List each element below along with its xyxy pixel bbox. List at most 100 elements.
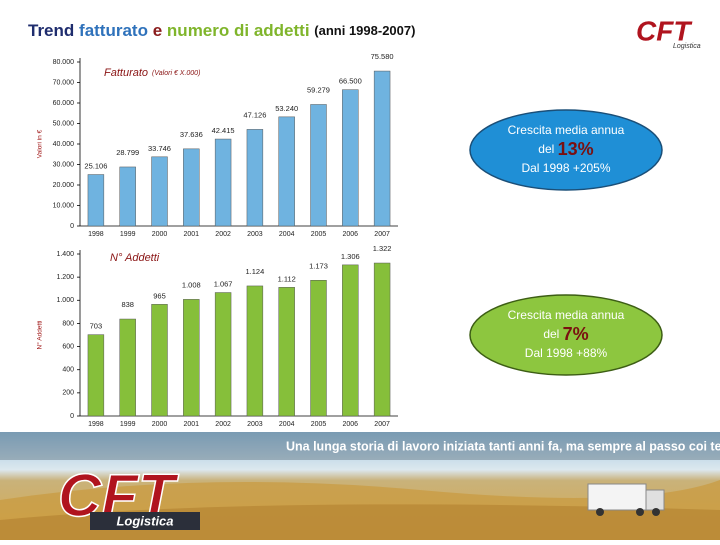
callout-line: Dal 1998 +88% [525, 346, 608, 360]
banner: Una lunga storia di lavoro iniziata tant… [0, 432, 720, 540]
value-label: 1.322 [373, 244, 392, 253]
bar [373, 262, 391, 417]
x-tick-label: 2003 [247, 231, 263, 238]
callout-ellipse [469, 294, 663, 376]
y-tick-label: 0 [70, 413, 74, 420]
chart: 0 10.000 20.000 30.000 40.000 50.000 60.000 70.… [37, 52, 398, 238]
callout-line: del 7% [543, 324, 588, 344]
logo-sub: Logistica [116, 513, 173, 528]
x-tick-label: 2002 [215, 231, 231, 238]
y-tick-label: 80.000 [53, 59, 75, 66]
y-tick-label: 20.000 [53, 182, 75, 189]
logo-sub: Logistica [673, 43, 701, 50]
value-label: 1.067 [214, 280, 233, 289]
slide-title: Trend fatturato e numero di addetti (ann… [28, 21, 415, 40]
y-tick-label: 600 [62, 343, 74, 350]
title-word: numero di addetti [167, 21, 310, 40]
bar [373, 70, 391, 227]
title-word: e [153, 21, 162, 40]
chart-title: N° Addetti [110, 252, 160, 264]
bar [214, 138, 232, 227]
x-tick-label: 2005 [311, 231, 327, 238]
value-label: 1.306 [341, 252, 360, 261]
logo: CFT Logistica [636, 15, 701, 49]
y-tick-label: 1.000 [56, 297, 74, 304]
bar [119, 166, 136, 227]
callout-line: del 13% [538, 139, 593, 159]
bar [151, 156, 168, 227]
value-label: 42.415 [212, 126, 235, 135]
title-word: (anni 1998-2007) [314, 23, 415, 38]
y-tick-label: 1.200 [56, 274, 74, 281]
y-tick-label: 1.400 [56, 251, 74, 258]
truck-wheel [652, 508, 660, 516]
y-tick-label: 400 [62, 367, 74, 374]
chart: 0 200 400 600 800 1.000 1.200 1.400 N° Addetti N°… [36, 244, 398, 428]
value-label: 59.279 [307, 85, 330, 94]
y-tick-label: 70.000 [53, 79, 75, 86]
bar [119, 318, 136, 417]
logo-box [90, 512, 200, 530]
y-tick-label: 10.000 [53, 202, 75, 209]
value-label: 47.126 [243, 110, 266, 119]
x-tick-label: 1999 [120, 231, 136, 238]
value-label: 838 [121, 300, 134, 309]
x-tick-label: 2001 [184, 421, 200, 428]
bar [183, 299, 200, 417]
bar [87, 174, 105, 227]
bar [183, 148, 200, 227]
y-tick-label: 800 [62, 320, 74, 327]
callout-highlight: 7% [563, 324, 589, 344]
x-tick-label: 2001 [184, 231, 200, 238]
callout-line: del [543, 327, 559, 341]
banner-strip [0, 432, 720, 460]
value-label: 1.112 [278, 274, 296, 283]
x-tick-label: 2007 [374, 421, 390, 428]
banner-tagline: Una lunga storia di lavoro iniziata tant… [286, 439, 720, 453]
x-tick-label: 2000 [152, 421, 168, 428]
y-axis-label: Valori in € [37, 129, 44, 158]
value-label: 703 [90, 322, 103, 331]
value-label: 37.636 [180, 130, 203, 139]
y-tick-label: 200 [62, 390, 74, 397]
title-word: Trend [28, 21, 74, 40]
title-word: fatturato [79, 21, 148, 40]
bar [310, 280, 327, 417]
x-tick-label: 2007 [374, 231, 390, 238]
chart-subtitle: (Valori € X.000) [152, 70, 200, 77]
x-tick-label: 2005 [311, 421, 327, 428]
y-axis-label: N° Addetti [36, 321, 44, 350]
y-tick-label: 60.000 [53, 100, 75, 107]
bar [310, 104, 327, 227]
callout-line: del [538, 142, 554, 156]
y-tick-label: 30.000 [53, 161, 75, 168]
y-tick-label: 0 [70, 223, 74, 230]
value-label: 965 [153, 291, 166, 300]
x-tick-label: 1999 [120, 421, 136, 428]
callout-ellipse [469, 109, 663, 191]
bar [342, 264, 359, 417]
callout-highlight: 13% [558, 139, 594, 159]
bar [278, 116, 295, 227]
x-tick-label: 1998 [88, 231, 104, 238]
callout-line: Dal 1998 +205% [521, 161, 610, 175]
bar [246, 285, 264, 417]
bar [278, 287, 295, 417]
chart-title-text: N° Addetti [110, 252, 160, 264]
bar [87, 334, 105, 417]
x-tick-label: 2006 [343, 231, 359, 238]
bar [342, 89, 359, 227]
x-tick-label: 2004 [279, 421, 295, 428]
bar [151, 304, 168, 417]
chart-title: Fatturato (Valori € X.000) [104, 67, 200, 79]
x-tick-label: 1998 [88, 421, 104, 428]
callout-line: Crescita media annua [508, 308, 625, 322]
value-label: 1.008 [182, 280, 201, 289]
x-tick-label: 2003 [247, 421, 263, 428]
x-tick-label: 2000 [152, 231, 168, 238]
truck-cab [645, 489, 665, 511]
value-label: 1.124 [246, 267, 265, 276]
value-label: 75.580 [371, 52, 394, 61]
truck-wheel [636, 508, 644, 516]
